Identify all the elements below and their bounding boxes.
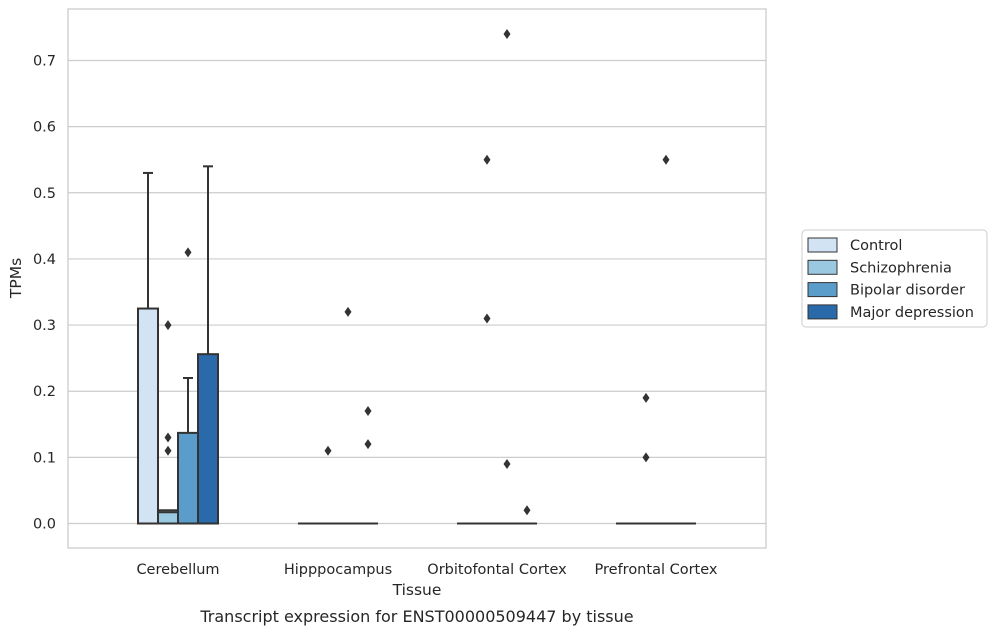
- chart-caption: Transcript expression for ENST0000050944…: [199, 607, 633, 626]
- y-tick-label: 0.4: [33, 252, 56, 268]
- outlier-point: [503, 458, 511, 469]
- y-tick-label: 0.2: [33, 384, 56, 400]
- y-tick-label: 0.1: [33, 450, 56, 466]
- legend-swatch: [807, 304, 838, 320]
- outlier-point: [483, 313, 491, 324]
- outlier-point: [184, 247, 192, 258]
- outlier-point: [642, 452, 650, 463]
- outlier-point: [364, 439, 372, 450]
- legend-frame: [801, 229, 988, 328]
- legend-swatch: [807, 259, 838, 275]
- x-tick-label: Hipppocampus: [284, 562, 392, 578]
- y-axis-label: TPMs: [7, 258, 25, 299]
- legend-label: Schizophrenia: [850, 260, 952, 276]
- y-tick-label: 0.5: [33, 186, 56, 202]
- outlier-point: [164, 445, 172, 456]
- y-tick-label: 0.0: [33, 517, 56, 533]
- outlier-point: [483, 154, 491, 165]
- x-axis-label: Tissue: [392, 581, 442, 599]
- box-marks: [137, 29, 696, 525]
- legend-label: Major depression: [850, 305, 974, 321]
- box: [177, 431, 199, 525]
- y-tick-label: 0.3: [33, 318, 56, 334]
- box: [197, 353, 219, 525]
- grid-lines: [68, 59, 766, 525]
- x-tick-labels: Cerebellum Hipppocampus Orbitofontal Corte…: [136, 562, 717, 578]
- legend-label: Bipolar disorder: [850, 283, 965, 299]
- x-tick-label: Cerebellum: [136, 562, 219, 578]
- outlier-point: [662, 154, 670, 165]
- outlier-point: [523, 505, 531, 516]
- x-tick-label: Prefrontal Cortex: [595, 562, 718, 578]
- y-tick-label: 0.7: [33, 54, 56, 70]
- outlier-point: [642, 392, 650, 403]
- legend-swatch: [807, 282, 838, 298]
- outlier-point: [503, 29, 511, 40]
- y-tick-labels: 0.0 0.1 0.2 0.3 0.4 0.5 0.6 0.7: [33, 54, 56, 533]
- outlier-point: [344, 306, 352, 317]
- outlier-point: [164, 320, 172, 331]
- outlier-point: [364, 406, 372, 417]
- x-tick-label: Orbitofontal Cortex: [427, 562, 567, 578]
- box: [137, 307, 159, 525]
- plot-frame: [67, 8, 767, 549]
- outlier-point: [164, 432, 172, 443]
- legend-swatch: [807, 237, 838, 253]
- legend: Control Schizophrenia Bipolar disorder Majo…: [801, 229, 988, 328]
- y-tick-label: 0.6: [33, 120, 56, 136]
- legend-label: Control: [850, 238, 902, 254]
- outlier-point: [324, 445, 332, 456]
